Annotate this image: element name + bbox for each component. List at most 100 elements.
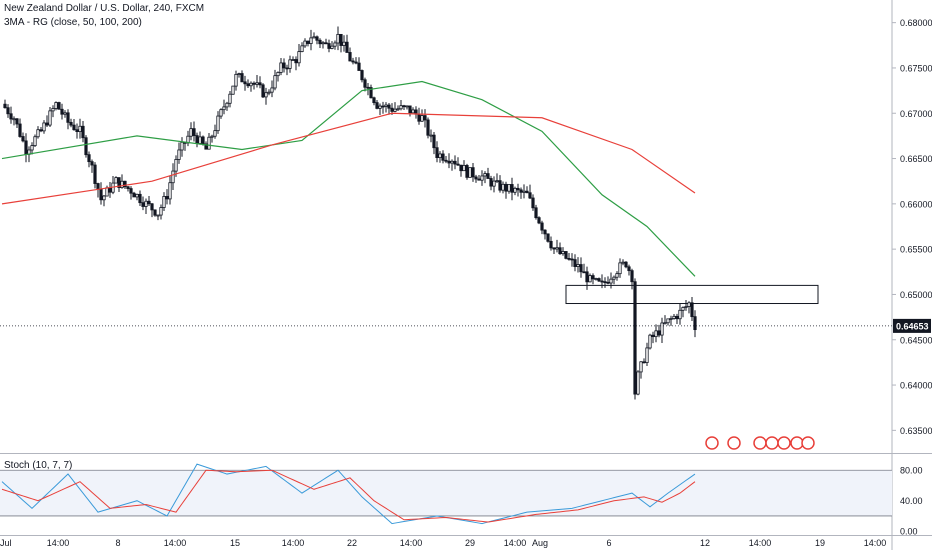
candle-body xyxy=(543,229,547,235)
price-tick-label: 0.67000 xyxy=(900,109,932,119)
candle-body xyxy=(141,202,145,207)
candle-body xyxy=(537,217,541,224)
time-tick-label: 15 xyxy=(230,538,240,548)
candle-body xyxy=(120,180,124,188)
price-tick-label: 0.67500 xyxy=(900,63,932,73)
time-tick-label: 14:00 xyxy=(282,538,305,548)
candle-body xyxy=(63,112,67,115)
time-tick-label: 6 xyxy=(606,538,611,548)
event-flag-icon xyxy=(801,436,815,450)
candle-body xyxy=(585,271,589,283)
candle-body xyxy=(135,193,139,198)
time-tick-label: 14:00 xyxy=(47,538,70,548)
candle-body xyxy=(108,187,112,193)
candle-body xyxy=(540,222,544,231)
candle-body xyxy=(222,106,226,111)
candle-body xyxy=(663,322,667,325)
candle-body xyxy=(642,361,646,364)
candle-body xyxy=(453,160,457,165)
candle-body xyxy=(219,109,223,117)
candle-body xyxy=(636,371,640,395)
candle-body xyxy=(180,141,184,151)
candle-body xyxy=(207,136,211,150)
candle-body xyxy=(396,108,400,111)
candle-body xyxy=(324,42,328,45)
candle-body xyxy=(654,330,658,338)
candle-body xyxy=(6,107,10,115)
candle-body xyxy=(510,184,514,193)
candle-body xyxy=(504,183,508,192)
candle-body xyxy=(45,122,49,126)
candle-body xyxy=(594,278,598,280)
candle-body xyxy=(684,306,688,308)
candle-body xyxy=(486,173,490,179)
candle-body xyxy=(72,124,76,131)
candle-body xyxy=(282,62,286,69)
candle-body xyxy=(252,82,256,85)
candle-body xyxy=(342,41,346,46)
candle-body xyxy=(378,105,382,109)
candle-body xyxy=(513,187,517,193)
time-tick-label: 29 xyxy=(465,538,475,548)
candle-body xyxy=(243,81,247,85)
candle-body xyxy=(273,75,277,89)
candle-body xyxy=(240,73,244,83)
stoch-tick-label: 0.00 xyxy=(900,527,918,537)
candle-body xyxy=(39,129,43,132)
candle-body xyxy=(228,93,232,104)
candle-body xyxy=(492,180,496,187)
candle-body xyxy=(345,41,349,53)
candle-body xyxy=(441,153,445,161)
candle-body xyxy=(627,266,631,272)
candle-body xyxy=(90,161,94,166)
candle-body xyxy=(102,195,106,201)
event-flag-icon xyxy=(777,436,791,450)
time-tick-label: Jul xyxy=(0,538,12,548)
candle-body xyxy=(198,136,202,144)
time-tick-label: 14:00 xyxy=(749,538,772,548)
candle-body xyxy=(114,177,118,184)
candle-body xyxy=(573,259,577,267)
candle-body xyxy=(360,70,364,81)
candle-body xyxy=(468,167,472,178)
candle-body xyxy=(534,207,538,219)
candle-body xyxy=(354,61,358,64)
event-flag-icon xyxy=(705,436,719,450)
candle-body xyxy=(651,334,655,338)
candle-body xyxy=(105,187,109,197)
price-tick-label: 0.66000 xyxy=(900,199,932,209)
candle-body xyxy=(150,203,154,211)
candle-body xyxy=(288,59,292,69)
candle-body xyxy=(591,275,595,280)
candle-body xyxy=(270,87,274,93)
candle-body xyxy=(276,72,280,77)
price-tick-label: 0.68000 xyxy=(900,18,932,28)
event-flag-icon xyxy=(753,436,767,450)
candle-body xyxy=(498,180,502,191)
candle-body xyxy=(69,121,73,126)
candle-body xyxy=(216,115,220,132)
candle-body xyxy=(21,136,25,142)
candle-body xyxy=(600,280,604,283)
stoch-tick-label: 80.00 xyxy=(900,466,923,476)
candle-body xyxy=(528,192,532,199)
candle-body xyxy=(447,160,451,164)
candle-body xyxy=(483,173,487,177)
candle-body xyxy=(633,281,637,395)
candle-body xyxy=(381,105,385,108)
candle-body xyxy=(459,164,463,172)
candle-body xyxy=(432,134,436,149)
candle-body xyxy=(519,189,523,193)
time-tick-label: 22 xyxy=(347,538,357,548)
candle-body xyxy=(312,36,316,39)
candle-body xyxy=(84,137,88,156)
candle-body xyxy=(126,186,130,189)
candle-body xyxy=(582,271,586,274)
candle-body xyxy=(99,188,103,201)
candle-body xyxy=(279,62,283,73)
candle-body xyxy=(330,45,334,49)
candle-body xyxy=(189,128,193,137)
candle-body xyxy=(531,197,535,209)
